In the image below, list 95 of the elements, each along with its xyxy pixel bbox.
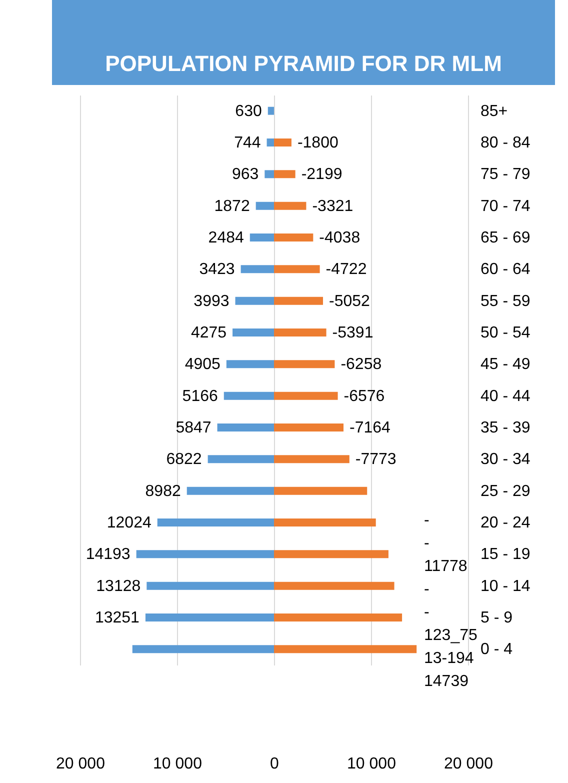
data-label: -7164 [349, 420, 391, 436]
bar [274, 265, 320, 274]
data-label: -6258 [340, 356, 382, 374]
annotation: 11778 [424, 558, 468, 576]
data-label: 1872 [214, 198, 250, 215]
x-tick-label: 20 000 [444, 756, 494, 772]
data-label: 963 [232, 166, 259, 184]
bar [274, 424, 344, 432]
bar [274, 518, 376, 526]
data-label: 744 [234, 134, 261, 152]
bar [274, 138, 292, 146]
y-tick-label: 70 - 74 [480, 198, 530, 215]
bar [274, 645, 417, 654]
bar [274, 455, 350, 464]
bar [224, 392, 274, 400]
annotation: - [424, 535, 430, 553]
bar [208, 455, 274, 464]
bar [157, 518, 274, 526]
x-tick-label: 10 000 [347, 756, 396, 772]
data-label: -7773 [355, 451, 396, 468]
data-label: 3423 [199, 261, 235, 278]
data-label: 6822 [166, 451, 202, 468]
bar [250, 234, 274, 242]
data-label: -4722 [326, 261, 367, 278]
bar [217, 424, 274, 432]
data-label: -6576 [344, 388, 385, 405]
bar [274, 170, 296, 178]
data-label: 630 [235, 102, 262, 120]
data-label: -2199 [301, 166, 342, 184]
data-label: 3993 [194, 292, 230, 310]
y-tick-label: 25 - 29 [480, 482, 530, 500]
bar [266, 138, 274, 146]
bar [136, 550, 274, 558]
y-tick-label: 20 - 24 [480, 514, 530, 532]
text: 14739 [424, 673, 468, 691]
data-label: 13251 [94, 610, 140, 626]
bar [274, 202, 306, 210]
bar [274, 550, 388, 558]
y-tick-label: 10 - 14 [480, 578, 530, 595]
data-label: -4038 [319, 230, 360, 246]
bar [274, 486, 368, 495]
bar [232, 328, 274, 336]
data-label: 5847 [176, 420, 212, 436]
data-label: -5052 [329, 292, 370, 310]
bar [146, 582, 274, 590]
data-label: 4905 [184, 356, 221, 374]
bar [274, 234, 314, 242]
x-tick-label: 0 [270, 756, 280, 772]
bar [226, 360, 274, 368]
bar [256, 202, 274, 210]
annotation: - [424, 512, 430, 530]
data-label: -5391 [332, 324, 374, 342]
annotation: 13-194 [424, 650, 474, 668]
data-label: 5166 [182, 388, 218, 405]
chart-title: POPULATION PYRAMID FOR DR MLM [52, 0, 555, 85]
bar [274, 328, 326, 336]
bar [132, 645, 274, 654]
y-tick-label: 35 - 39 [480, 420, 530, 436]
y-tick-label: 5 - 9 [480, 610, 513, 626]
bar [240, 265, 274, 274]
y-tick-label: 15 - 19 [480, 546, 530, 564]
annotation: - [424, 604, 430, 622]
data-label: 4275 [190, 324, 227, 342]
bar [186, 486, 274, 495]
y-tick-label: 65 - 69 [480, 230, 530, 246]
y-tick-label: 45 - 49 [480, 356, 530, 374]
data-label: 8982 [145, 482, 181, 500]
bar [274, 360, 335, 368]
x-tick-label: 20 000 [56, 756, 106, 772]
y-tick-label: 40 - 44 [480, 388, 530, 405]
bar [274, 582, 394, 590]
data-label: 14193 [86, 546, 130, 564]
bar [274, 614, 402, 622]
y-tick-label: 85+ [480, 102, 508, 120]
x-tick-label: 10 000 [153, 756, 202, 772]
y-tick-label: 30 - 34 [480, 451, 530, 468]
bar [274, 392, 338, 400]
data-label: 12024 [106, 514, 152, 532]
y-tick-label: 55 - 59 [480, 292, 530, 310]
annotation: 123_75 [424, 627, 478, 645]
y-tick-label: 60 - 64 [480, 261, 530, 278]
annotation: - [424, 581, 430, 599]
data-label: -3321 [312, 198, 354, 215]
y-tick-label: 50 - 54 [480, 324, 530, 342]
data-label: 2484 [208, 230, 244, 246]
bar [235, 296, 274, 305]
y-tick-label: 0 - 4 [480, 641, 513, 658]
bar [145, 614, 274, 622]
y-tick-label: 80 - 84 [480, 134, 530, 152]
data-label: 13128 [96, 578, 141, 595]
y-tick-label: 75 - 79 [480, 166, 530, 184]
data-label: -1800 [297, 134, 338, 152]
bar [264, 170, 274, 178]
bar [274, 296, 324, 305]
bar [268, 106, 274, 115]
